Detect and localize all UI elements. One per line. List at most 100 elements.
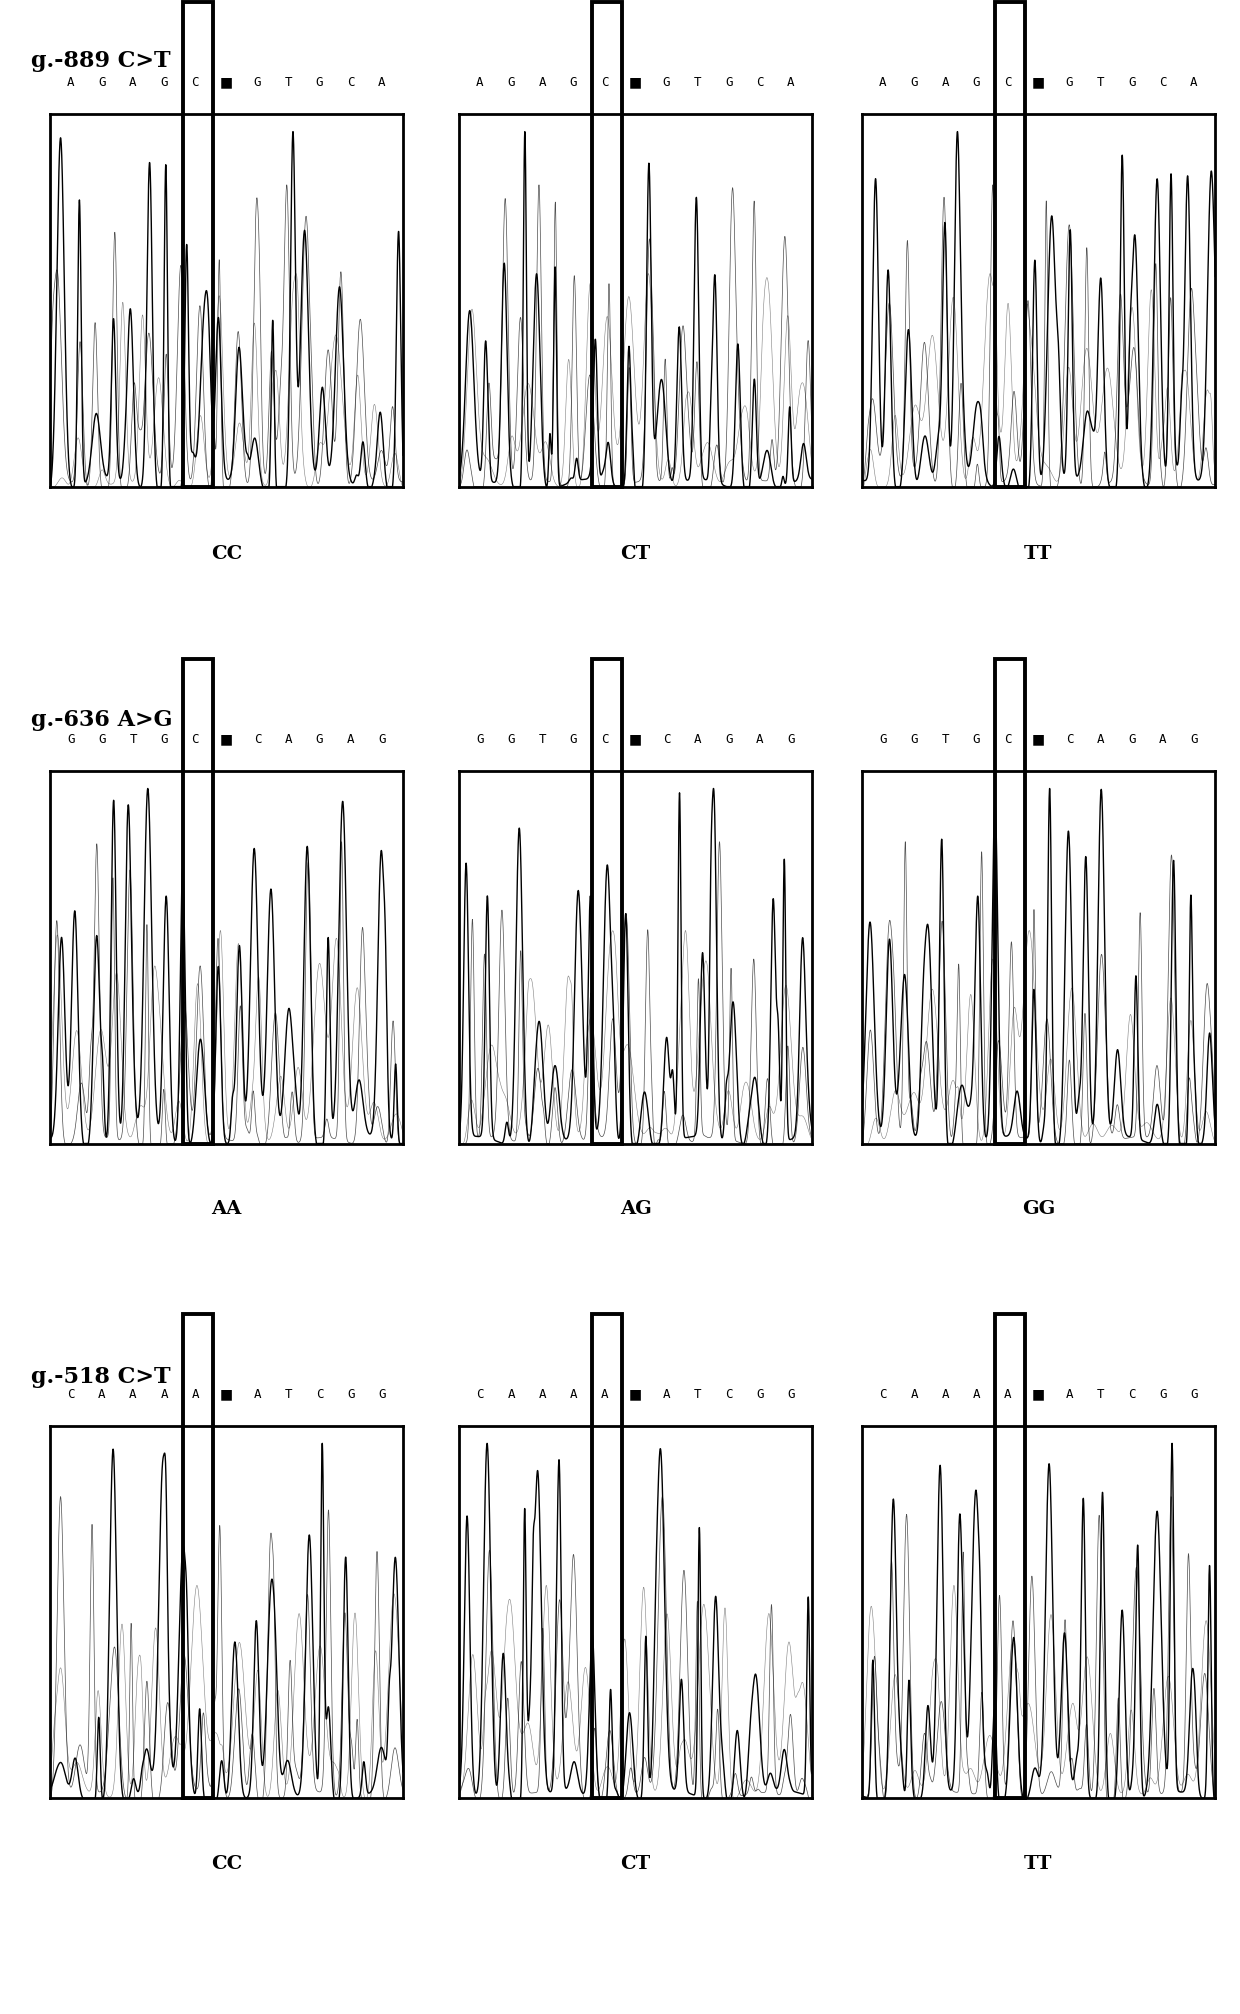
Text: C: C bbox=[1003, 733, 1011, 745]
Text: A: A bbox=[129, 77, 136, 89]
Text: G: G bbox=[1190, 733, 1198, 745]
Text: G: G bbox=[378, 733, 386, 745]
Bar bbox=[184, 2, 213, 487]
Text: G: G bbox=[879, 733, 887, 745]
Text: A: A bbox=[787, 77, 795, 89]
Text: G: G bbox=[569, 77, 577, 89]
Text: C: C bbox=[879, 1388, 887, 1400]
Bar bbox=[593, 2, 622, 487]
Text: A: A bbox=[1159, 733, 1167, 745]
Text: G: G bbox=[972, 77, 980, 89]
Bar bbox=[593, 659, 622, 1144]
Text: C: C bbox=[756, 77, 764, 89]
Text: ■: ■ bbox=[219, 77, 233, 89]
Text: T: T bbox=[285, 1388, 293, 1400]
Text: G: G bbox=[67, 733, 74, 745]
Text: G: G bbox=[756, 1388, 764, 1400]
Text: G: G bbox=[972, 733, 980, 745]
Text: G: G bbox=[1128, 733, 1136, 745]
Text: A: A bbox=[1003, 1388, 1011, 1400]
Text: C: C bbox=[600, 77, 608, 89]
Bar bbox=[593, 1313, 622, 1799]
Text: C: C bbox=[347, 77, 355, 89]
Text: C: C bbox=[1159, 77, 1167, 89]
Text: G: G bbox=[347, 1388, 355, 1400]
Text: G: G bbox=[1190, 1388, 1198, 1400]
Text: ■: ■ bbox=[629, 1388, 642, 1400]
Text: ■: ■ bbox=[629, 733, 642, 745]
Text: G: G bbox=[254, 77, 262, 89]
Text: A: A bbox=[191, 1388, 198, 1400]
Text: C: C bbox=[67, 1388, 74, 1400]
Text: G: G bbox=[316, 77, 324, 89]
Text: A: A bbox=[879, 77, 887, 89]
Text: g.-889 C>T: g.-889 C>T bbox=[31, 50, 171, 73]
Text: AA: AA bbox=[211, 1200, 242, 1216]
Text: C: C bbox=[476, 1388, 484, 1400]
Text: GG: GG bbox=[1022, 1200, 1055, 1216]
Text: A: A bbox=[507, 1388, 515, 1400]
Text: ■: ■ bbox=[219, 733, 233, 745]
Text: CT: CT bbox=[620, 546, 651, 562]
Text: A: A bbox=[1066, 1388, 1074, 1400]
Text: ■: ■ bbox=[1032, 77, 1045, 89]
Text: G: G bbox=[507, 733, 515, 745]
Text: AG: AG bbox=[620, 1200, 651, 1216]
Text: G: G bbox=[476, 733, 484, 745]
Text: T: T bbox=[285, 77, 293, 89]
Text: ■: ■ bbox=[219, 1388, 233, 1400]
Text: TT: TT bbox=[1024, 1855, 1053, 1871]
Text: TT: TT bbox=[1024, 546, 1053, 562]
Text: C: C bbox=[191, 77, 198, 89]
Text: G: G bbox=[663, 77, 671, 89]
Bar bbox=[184, 659, 213, 1144]
Text: CC: CC bbox=[211, 546, 242, 562]
Text: G: G bbox=[98, 733, 105, 745]
Text: G: G bbox=[160, 77, 167, 89]
Text: A: A bbox=[254, 1388, 262, 1400]
Text: A: A bbox=[910, 1388, 918, 1400]
Text: C: C bbox=[191, 733, 198, 745]
Text: g.-518 C>T: g.-518 C>T bbox=[31, 1365, 171, 1388]
Text: A: A bbox=[1097, 733, 1105, 745]
Text: G: G bbox=[316, 733, 324, 745]
Text: A: A bbox=[972, 1388, 980, 1400]
Text: A: A bbox=[129, 1388, 136, 1400]
Bar bbox=[996, 659, 1025, 1144]
Text: G: G bbox=[378, 1388, 386, 1400]
Text: T: T bbox=[129, 733, 136, 745]
Text: T: T bbox=[694, 1388, 702, 1400]
Text: C: C bbox=[600, 733, 608, 745]
Text: G: G bbox=[1159, 1388, 1167, 1400]
Text: G: G bbox=[910, 733, 918, 745]
Text: C: C bbox=[254, 733, 262, 745]
Text: A: A bbox=[941, 1388, 949, 1400]
Text: T: T bbox=[1097, 77, 1105, 89]
Text: T: T bbox=[941, 733, 949, 745]
Text: A: A bbox=[569, 1388, 577, 1400]
Text: ■: ■ bbox=[1032, 1388, 1045, 1400]
Text: G: G bbox=[98, 77, 105, 89]
Text: T: T bbox=[1097, 1388, 1105, 1400]
Text: A: A bbox=[476, 77, 484, 89]
Text: CC: CC bbox=[211, 1855, 242, 1871]
Bar bbox=[996, 1313, 1025, 1799]
Text: A: A bbox=[663, 1388, 671, 1400]
Text: A: A bbox=[1190, 77, 1198, 89]
Text: A: A bbox=[378, 77, 386, 89]
Text: G: G bbox=[787, 733, 795, 745]
Text: G: G bbox=[1066, 77, 1074, 89]
Text: G: G bbox=[725, 77, 733, 89]
Text: C: C bbox=[1066, 733, 1074, 745]
Text: g.-636 A>G: g.-636 A>G bbox=[31, 709, 172, 731]
Text: A: A bbox=[160, 1388, 167, 1400]
Text: A: A bbox=[67, 77, 74, 89]
Text: A: A bbox=[941, 77, 949, 89]
Text: A: A bbox=[98, 1388, 105, 1400]
Text: CT: CT bbox=[620, 1855, 651, 1871]
Text: G: G bbox=[910, 77, 918, 89]
Text: A: A bbox=[347, 733, 355, 745]
Text: C: C bbox=[316, 1388, 324, 1400]
Text: A: A bbox=[756, 733, 764, 745]
Text: T: T bbox=[694, 77, 702, 89]
